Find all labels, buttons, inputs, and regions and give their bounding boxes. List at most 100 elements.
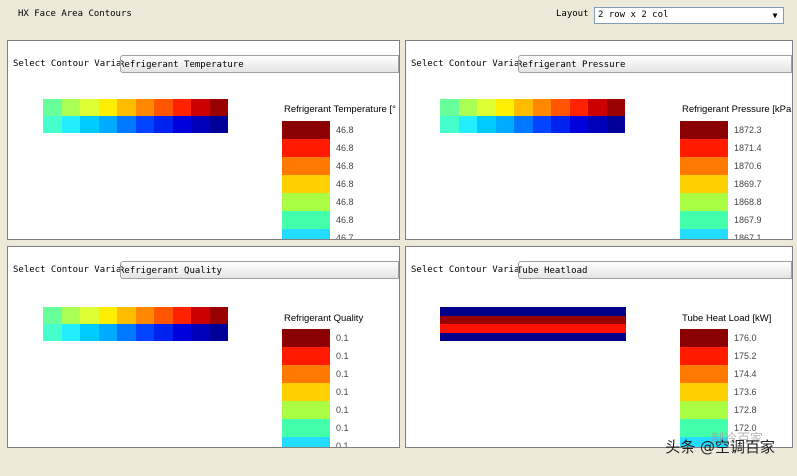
- legend-entry: 46.8: [282, 211, 354, 229]
- legend-entry: 0.1: [282, 437, 349, 447]
- contour-cell: [514, 116, 533, 133]
- contour-cell: [440, 332, 626, 341]
- contour-variable-select[interactable]: Refrigerant Temperature: [120, 55, 399, 73]
- legend-entry-label: 1867.9: [734, 215, 762, 225]
- legend-entry: 1868.8: [680, 193, 762, 211]
- contour-cell: [588, 99, 607, 116]
- contour-variable-select[interactable]: Refrigerant Quality: [120, 261, 399, 279]
- legend-entry: 172.0: [680, 419, 757, 437]
- contour-cell: [458, 99, 477, 116]
- layout-label: Layout: [556, 9, 589, 19]
- legend-entry-label: 46.8: [336, 197, 354, 207]
- contour-cell: [551, 99, 570, 116]
- contour-cell: [135, 116, 154, 133]
- contour-variable-value: Tube Heatload: [518, 266, 588, 276]
- contour-cell: [98, 307, 117, 324]
- contour-cell: [209, 324, 228, 341]
- contour-cell: [588, 116, 607, 133]
- contour-cell: [154, 324, 173, 341]
- contour-variable-select[interactable]: Refrigerant Pressure: [518, 55, 792, 73]
- legend-entry: 172.8: [680, 401, 757, 419]
- contour-panel-3: Select Contour Variable Refrigerant Qual…: [7, 246, 400, 448]
- contour-cell: [172, 307, 191, 324]
- contour-cell: [61, 116, 80, 133]
- legend-entry: 176.0: [680, 329, 757, 347]
- legend-entry: 1870.6: [680, 157, 762, 175]
- legend-entry-label: 0.1: [336, 333, 349, 343]
- contour-cell: [117, 324, 136, 341]
- legend-entry-label: 46.8: [336, 215, 354, 225]
- contour-cell: [117, 99, 136, 116]
- chevron-down-icon: ▼: [772, 11, 778, 20]
- contour-cell: [209, 307, 228, 324]
- contour-cell: [440, 99, 459, 116]
- contour-cell: [532, 99, 551, 116]
- legend-entry: 175.2: [680, 347, 757, 365]
- color-legend: 176.0 175.2 174.4 173.6 172.8 172.0: [680, 329, 757, 447]
- contour-cell: [98, 116, 117, 133]
- legend-entry-label: 172.8: [734, 405, 757, 415]
- contour-cell: [172, 324, 191, 341]
- legend-title: Refrigerant Quality: [284, 313, 364, 324]
- contour-grid: [43, 307, 228, 341]
- contour-variable-value: Refrigerant Pressure: [518, 60, 626, 70]
- legend-entry: 173.6: [680, 383, 757, 401]
- legend-entry-label: 0.1: [336, 351, 349, 361]
- legend-entry: 1867.1: [680, 229, 762, 239]
- watermark: 头条 @空调百家: [665, 438, 775, 456]
- legend-entry-label: 0.1: [336, 387, 349, 397]
- contour-panel-1: Select Contour Variable Refrigerant Temp…: [7, 40, 400, 240]
- color-legend: 0.1 0.1 0.1 0.1 0.1 0.1 0.1: [282, 329, 349, 447]
- legend-entry-label: 176.0: [734, 333, 757, 343]
- legend-entry: 1869.7: [680, 175, 762, 193]
- contour-cell: [117, 116, 136, 133]
- legend-entry: 0.1: [282, 419, 349, 437]
- legend-entry-label: 0.1: [336, 441, 349, 448]
- contour-grid: [440, 307, 626, 341]
- select-contour-label: Select Contour Variable: [13, 265, 138, 275]
- contour-grid: [43, 99, 228, 133]
- contour-cell: [61, 99, 80, 116]
- contour-cell: [440, 116, 459, 133]
- contour-cell: [495, 99, 514, 116]
- legend-entry: [680, 437, 728, 447]
- contour-cell: [191, 99, 210, 116]
- contour-cell: [569, 99, 588, 116]
- legend-entry-label: 173.6: [734, 387, 757, 397]
- contour-cell: [191, 116, 210, 133]
- legend-entry-label: 46.8: [336, 161, 354, 171]
- legend-entry-label: 0.1: [336, 423, 349, 433]
- contour-cell: [43, 324, 62, 341]
- contour-cell: [209, 116, 228, 133]
- contour-cell: [80, 307, 99, 324]
- legend-entry: 1872.3: [680, 121, 762, 139]
- contour-cell: [80, 324, 99, 341]
- legend-entry: 0.1: [282, 347, 349, 365]
- contour-cell: [43, 307, 62, 324]
- select-contour-label: Select Contour Variable: [411, 59, 536, 69]
- legend-entry-label: 1872.3: [734, 125, 762, 135]
- contour-cell: [80, 99, 99, 116]
- contour-cell: [154, 307, 173, 324]
- contour-cell: [532, 116, 551, 133]
- legend-entry-label: 172.0: [734, 423, 757, 433]
- contour-cell: [172, 116, 191, 133]
- contour-cell: [458, 116, 477, 133]
- contour-cell: [440, 307, 626, 316]
- contour-cell: [191, 307, 210, 324]
- contour-cell: [440, 315, 626, 324]
- window-title: HX Face Area Contours: [18, 9, 132, 19]
- legend-entry-label: 175.2: [734, 351, 757, 361]
- layout-select[interactable]: 2 row x 2 col ▼: [594, 7, 784, 24]
- contour-variable-select[interactable]: Tube Heatload: [518, 261, 792, 279]
- contour-cell: [135, 307, 154, 324]
- legend-entry: 46.8: [282, 175, 354, 193]
- contour-cell: [477, 116, 496, 133]
- legend-entry-label: 1867.1: [734, 233, 762, 240]
- legend-entry: 0.1: [282, 329, 349, 347]
- contour-cell: [80, 116, 99, 133]
- legend-entry: 46.8: [282, 193, 354, 211]
- legend-title: Refrigerant Temperature [°: [284, 104, 396, 115]
- legend-entry-label: 1868.8: [734, 197, 762, 207]
- legend-entry: 46.7: [282, 229, 354, 239]
